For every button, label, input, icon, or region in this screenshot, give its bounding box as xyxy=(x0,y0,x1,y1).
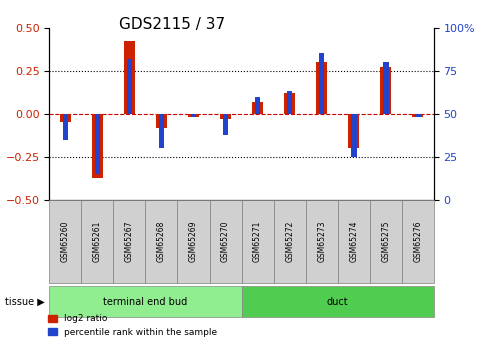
FancyBboxPatch shape xyxy=(274,200,306,283)
FancyBboxPatch shape xyxy=(210,200,242,283)
Bar xyxy=(383,62,388,114)
Text: GSM65268: GSM65268 xyxy=(157,221,166,262)
Text: GSM65271: GSM65271 xyxy=(253,221,262,262)
Text: GSM65261: GSM65261 xyxy=(93,221,102,262)
Bar xyxy=(95,114,100,174)
Text: GSM65270: GSM65270 xyxy=(221,221,230,262)
Text: tissue ▶: tissue ▶ xyxy=(5,297,45,307)
Bar xyxy=(63,114,68,140)
Text: duct: duct xyxy=(327,297,349,307)
Bar xyxy=(319,53,324,114)
FancyBboxPatch shape xyxy=(113,200,145,283)
Bar xyxy=(92,114,103,178)
Text: GDS2115 / 37: GDS2115 / 37 xyxy=(119,17,226,32)
FancyBboxPatch shape xyxy=(81,200,113,283)
Text: GSM65274: GSM65274 xyxy=(349,221,358,262)
Bar xyxy=(284,93,295,114)
FancyBboxPatch shape xyxy=(242,286,434,317)
FancyBboxPatch shape xyxy=(49,200,81,283)
Text: GSM65260: GSM65260 xyxy=(61,221,70,262)
Bar xyxy=(351,114,356,157)
Bar xyxy=(380,67,391,114)
Text: GSM65273: GSM65273 xyxy=(317,221,326,262)
Text: GSM65275: GSM65275 xyxy=(381,221,390,262)
Bar xyxy=(255,97,260,114)
Text: GSM65272: GSM65272 xyxy=(285,221,294,262)
FancyBboxPatch shape xyxy=(242,200,274,283)
Bar xyxy=(252,102,263,114)
Text: GSM65267: GSM65267 xyxy=(125,221,134,262)
Text: GSM65269: GSM65269 xyxy=(189,221,198,262)
Bar xyxy=(415,114,421,117)
Bar xyxy=(159,114,164,148)
Bar xyxy=(316,62,327,114)
Bar xyxy=(220,114,231,119)
Bar xyxy=(191,114,196,117)
FancyBboxPatch shape xyxy=(370,200,402,283)
Bar xyxy=(188,114,199,117)
FancyBboxPatch shape xyxy=(306,200,338,283)
Bar xyxy=(156,114,167,128)
Bar xyxy=(348,114,359,148)
Bar xyxy=(287,91,292,114)
Bar xyxy=(127,59,132,114)
FancyBboxPatch shape xyxy=(338,200,370,283)
Text: terminal end bud: terminal end bud xyxy=(104,297,187,307)
Bar xyxy=(223,114,228,135)
Legend: log2 ratio, percentile rank within the sample: log2 ratio, percentile rank within the s… xyxy=(44,311,220,341)
FancyBboxPatch shape xyxy=(177,200,210,283)
Bar xyxy=(412,114,423,117)
Text: GSM65276: GSM65276 xyxy=(413,221,423,262)
Bar xyxy=(60,114,71,122)
Bar xyxy=(124,41,135,114)
FancyBboxPatch shape xyxy=(402,200,434,283)
FancyBboxPatch shape xyxy=(145,200,177,283)
FancyBboxPatch shape xyxy=(49,286,242,317)
